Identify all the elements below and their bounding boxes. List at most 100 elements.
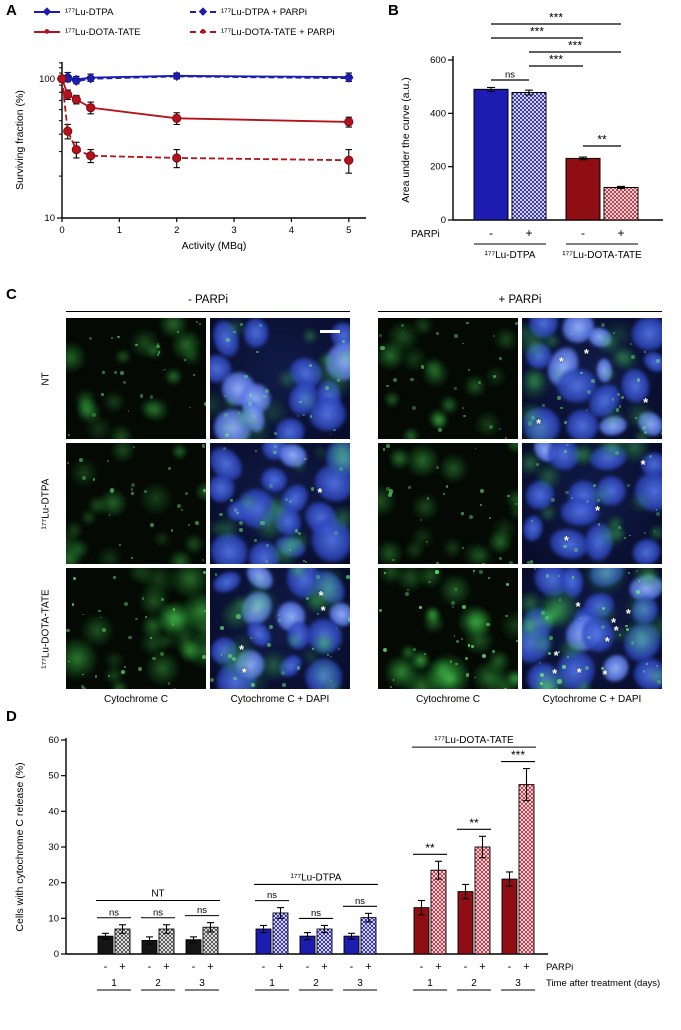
speck [559,599,561,601]
speck [266,544,270,547]
speck [656,511,661,516]
cytochrome-blob [287,530,311,553]
speck [412,648,416,652]
survival-fraction-chart: 0 1 2 3 4 5 10 100 Activity (MBq) Surviving fract… [14,62,366,252]
speck [548,652,552,656]
parpi-sign: - [508,961,512,973]
cytochrome-blob [400,643,418,662]
cytochrome-blob [485,648,511,675]
speck [248,420,251,423]
sig-label: ns [109,907,119,918]
cytochrome-release-cell-marker: * [610,615,617,631]
nucleus [210,469,241,508]
nucleus [210,523,258,564]
dapi-tint [210,443,350,564]
speck [461,342,464,345]
speck [167,467,171,470]
speck [289,548,292,551]
speck [72,603,75,606]
speck [488,577,491,580]
speck [460,514,463,517]
cytochrome-blob [498,608,518,642]
cytochrome-blob [485,667,518,689]
speck [541,610,546,615]
speck [171,623,175,626]
cytochrome-blob [412,318,434,337]
nucleus [625,650,662,689]
speck [249,393,253,397]
cytochrome-blob [427,407,449,429]
speck [66,462,69,464]
speck [254,538,258,542]
speck [466,321,469,325]
cytochrome-blob [384,654,420,689]
microscopy-image [378,443,518,564]
cytochrome-blob [645,611,662,643]
speck [479,570,483,574]
dapi-tint [522,568,662,689]
speck [244,374,249,379]
cytochrome-blob [590,443,623,460]
cytochrome-blob [631,568,660,590]
speck [392,558,395,562]
nucleus [522,655,567,689]
speck [143,489,148,494]
cytochrome-blob [575,678,594,689]
cytochrome-release-cell-marker: * [239,641,245,657]
parpi-sign: - [581,226,585,240]
cytochrome-blob [167,549,194,564]
cytochrome-blob [487,529,514,556]
speck [587,635,591,640]
nucleus [584,568,631,594]
cytochrome-blob [253,509,286,543]
speck [102,627,107,632]
cytochrome-blob [484,364,507,388]
speck [472,572,475,575]
nucleus [244,537,285,564]
speck [302,559,305,562]
speck [530,416,535,420]
speck [124,666,127,669]
cytochrome-blob [567,637,588,659]
speck [540,682,544,686]
speck [445,484,449,488]
cytochrome-blob [155,629,177,651]
speck [451,606,454,608]
cytochrome-blob [129,327,161,360]
speck [557,396,561,400]
cytochrome-blob [155,602,189,636]
speck [631,355,636,359]
cytochrome-blob [538,607,560,629]
y-axis-title: Area under the curve (a.u.) [400,77,412,202]
x-tick-label: 5 [346,225,351,236]
cytochrome-blob [621,617,662,658]
speck [619,634,622,637]
nucleus [240,568,279,596]
sig-label: *** [549,53,563,67]
circle-marker [344,155,354,165]
speck [220,653,223,656]
nucleus [581,520,616,564]
speck [435,332,439,335]
speck [478,381,481,384]
nucleus [625,570,662,606]
microscopy-image [66,318,206,439]
cytochrome-blob [531,632,556,657]
cytochrome-blob [298,390,320,413]
cytochrome-blob [79,509,97,526]
speck [382,448,386,451]
speck [184,491,189,496]
speck [393,377,398,382]
cytochrome-blob [247,590,272,615]
speck [642,670,646,674]
speck [81,684,85,688]
speck [573,548,578,552]
cytochrome-blob [471,660,507,689]
cytochrome-release-cell-marker: * [318,587,324,603]
circle-marker [63,126,73,136]
speck [585,666,590,671]
speck [324,385,330,390]
nucleus [628,465,662,518]
cytochrome-blob [210,388,228,422]
